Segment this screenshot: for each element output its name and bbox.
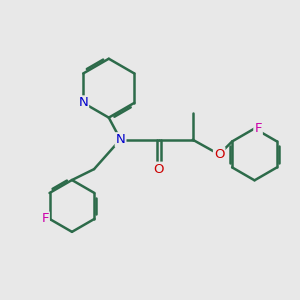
Text: O: O — [154, 163, 164, 176]
Text: F: F — [254, 122, 262, 135]
Text: N: N — [78, 96, 88, 110]
Text: N: N — [116, 133, 125, 146]
Text: O: O — [214, 148, 224, 161]
Text: F: F — [41, 212, 49, 225]
